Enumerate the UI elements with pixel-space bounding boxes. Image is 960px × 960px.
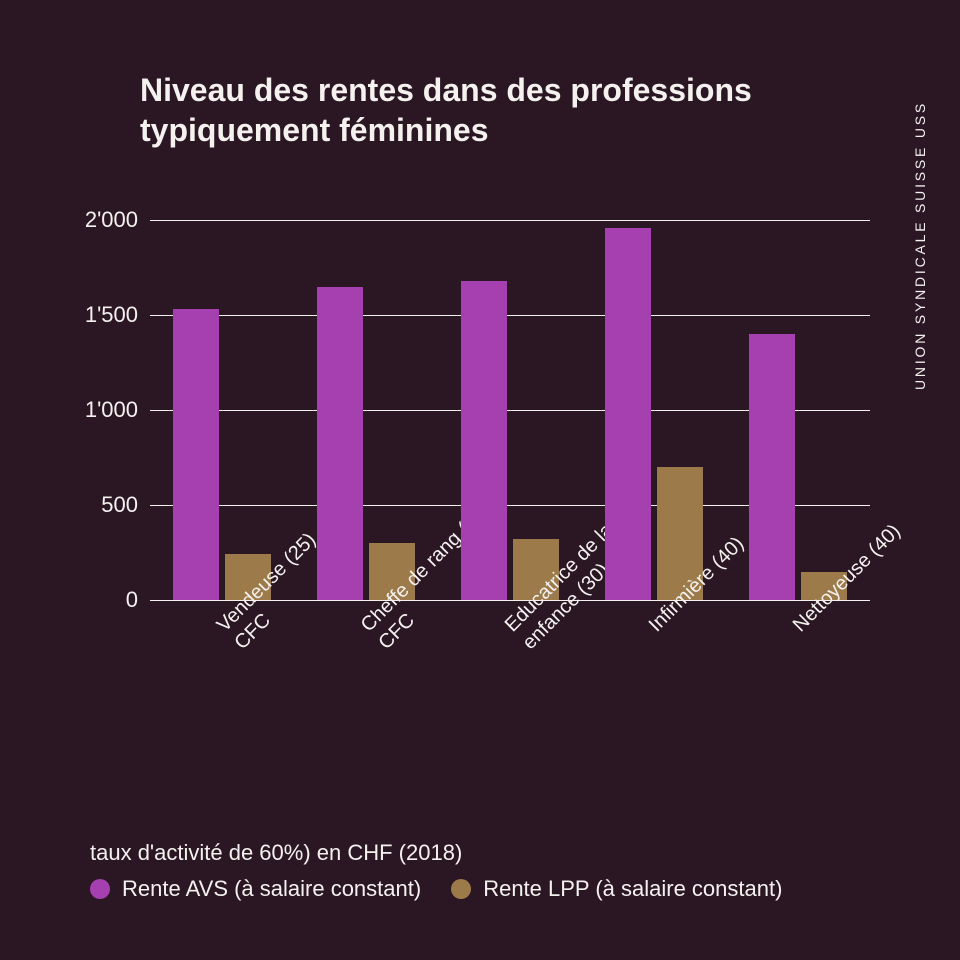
x-category-label: Infirmière (40) <box>644 620 662 638</box>
legend-dot <box>451 879 471 899</box>
y-tick-label: 2'000 <box>85 207 150 233</box>
footer-note: taux d'activité de 60%) en CHF (2018) <box>90 840 462 866</box>
chart-title: Niveau des rentes dans des professions t… <box>140 70 800 150</box>
legend-label: Rente AVS (à salaire constant) <box>122 876 421 902</box>
bar-avs <box>317 287 363 601</box>
x-category-label: Nettoyeuse (40) <box>788 620 806 638</box>
x-category-label: Educatrice de la petite enfance (30) <box>500 620 535 655</box>
chart-footer: taux d'activité de 60%) en CHF (2018) Re… <box>90 840 890 902</box>
y-tick-label: 0 <box>126 587 150 613</box>
x-category-label: Cheffe de rang (35) CFC <box>356 620 391 655</box>
y-tick-label: 500 <box>101 492 150 518</box>
bar-avs <box>605 228 651 600</box>
legend-label: Rente LPP (à salaire constant) <box>483 876 782 902</box>
y-tick-label: 1'000 <box>85 397 150 423</box>
chart-canvas: Niveau des rentes dans des professions t… <box>0 0 960 960</box>
chart-plot-area: 05001'0001'5002'000Vendeuse (25) CFCChef… <box>150 220 870 600</box>
legend-dot <box>90 879 110 899</box>
source-label: UNION SYNDICALE SUISSE USS <box>912 70 928 390</box>
y-tick-label: 1'500 <box>85 302 150 328</box>
gridline <box>150 220 870 221</box>
x-category-label: Vendeuse (25) CFC <box>212 620 247 655</box>
legend: Rente AVS (à salaire constant) Rente LPP … <box>90 876 890 902</box>
gridline <box>150 315 870 316</box>
bar-avs <box>749 334 795 600</box>
bar-avs <box>461 281 507 600</box>
bar-avs <box>173 309 219 600</box>
